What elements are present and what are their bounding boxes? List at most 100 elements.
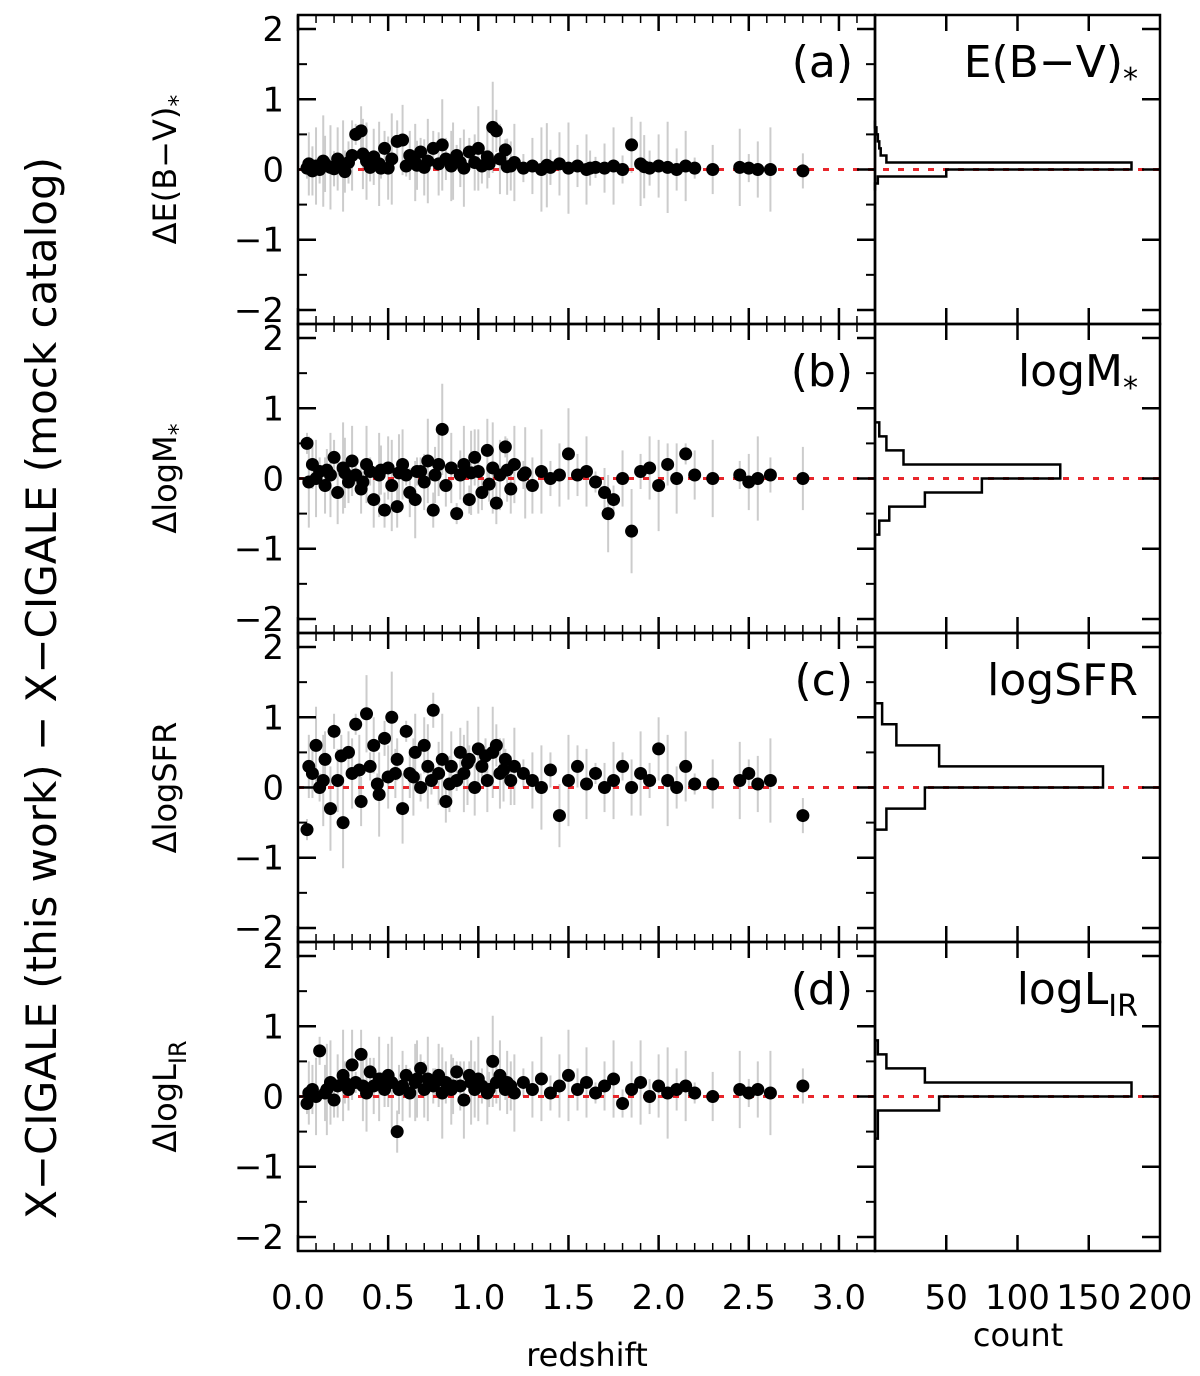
data-point — [410, 1072, 424, 1086]
data-point — [403, 1086, 417, 1100]
data-point — [439, 479, 453, 493]
data-point — [580, 464, 593, 478]
data-point — [482, 157, 496, 171]
data-point — [670, 781, 684, 794]
data-point — [598, 1079, 612, 1093]
data-point — [345, 148, 359, 162]
data-point — [327, 1093, 341, 1107]
data-point — [543, 763, 557, 777]
data-point — [482, 477, 496, 491]
data-point — [318, 479, 332, 493]
data-point — [414, 781, 428, 794]
data-point — [446, 154, 460, 168]
y-tick-label: −1 — [234, 221, 284, 261]
data-point — [385, 152, 399, 166]
data-point — [354, 1047, 368, 1061]
y-tick-label: 0 — [262, 769, 284, 809]
data-point — [504, 773, 518, 787]
data-point — [390, 752, 404, 766]
histogram-step — [873, 120, 1133, 191]
data-point — [507, 1086, 521, 1100]
data-point — [435, 422, 449, 436]
data-point — [464, 1075, 478, 1089]
data-point — [589, 475, 603, 489]
data-point — [399, 724, 413, 738]
y-tick-label: −2 — [234, 1218, 284, 1258]
data-point — [345, 1058, 359, 1072]
panel-label: (b) — [791, 346, 853, 397]
data-point — [320, 1082, 334, 1096]
data-point — [518, 466, 532, 480]
data-point — [652, 742, 666, 756]
data-point — [363, 1065, 377, 1079]
data-point — [706, 777, 720, 791]
data-point — [460, 756, 474, 770]
data-point — [399, 1068, 413, 1082]
data-point — [763, 163, 777, 176]
data-point — [338, 466, 352, 480]
y-axis-label: ΔlogLIR — [146, 1040, 192, 1152]
data-point — [457, 161, 471, 175]
data-point — [498, 752, 512, 766]
data-point — [367, 738, 381, 752]
data-point — [652, 479, 666, 493]
data-point — [464, 466, 478, 480]
data-point — [468, 781, 482, 794]
data-point — [733, 773, 747, 787]
y-tick-label: 1 — [262, 698, 284, 738]
data-point — [500, 463, 514, 477]
data-point — [706, 472, 720, 485]
data-point — [356, 475, 370, 489]
data-point — [637, 160, 651, 174]
data-point — [374, 463, 388, 477]
data-point — [561, 1068, 575, 1082]
data-point — [688, 468, 702, 482]
data-point — [479, 749, 493, 763]
data-point — [634, 766, 648, 780]
x-tick-label: 0.0 — [271, 1278, 325, 1318]
data-point — [601, 507, 615, 521]
data-point — [426, 703, 440, 717]
data-point — [323, 802, 337, 816]
x-tick-label: 3.0 — [812, 1278, 866, 1318]
data-point — [500, 1075, 514, 1089]
data-point — [475, 759, 489, 773]
data-point — [616, 759, 630, 773]
data-point — [763, 1086, 777, 1100]
data-point — [414, 145, 428, 159]
data-point — [378, 141, 392, 155]
data-point — [334, 749, 348, 763]
data-point — [525, 1082, 539, 1096]
x-tick-label: 2.5 — [722, 1278, 776, 1318]
data-point — [634, 1075, 648, 1089]
data-point — [607, 1072, 621, 1086]
data-point — [442, 777, 456, 791]
y-tick-label: 2 — [262, 10, 284, 50]
data-point — [378, 503, 392, 517]
data-point — [661, 773, 675, 787]
data-point — [471, 141, 485, 155]
y-tick-label: 1 — [262, 389, 284, 429]
histogram-step — [875, 701, 1105, 831]
data-point — [688, 777, 702, 791]
data-point — [580, 777, 593, 791]
data-point — [625, 1082, 639, 1096]
data-point — [421, 759, 435, 773]
data-point — [497, 763, 511, 777]
data-point — [439, 795, 453, 809]
data-point — [796, 164, 810, 178]
data-point — [367, 493, 381, 507]
data-point — [733, 468, 747, 482]
data-point — [489, 124, 503, 138]
data-point — [417, 475, 431, 489]
data-point — [540, 158, 554, 172]
data-point — [625, 524, 639, 538]
data-point — [396, 133, 410, 147]
data-point — [607, 773, 621, 787]
data-point — [796, 809, 810, 823]
y-axis-label: ΔlogM* — [146, 423, 192, 533]
data-point — [435, 138, 449, 152]
data-point — [372, 788, 386, 802]
y-tick-label: −2 — [234, 291, 284, 331]
data-point — [370, 777, 384, 791]
